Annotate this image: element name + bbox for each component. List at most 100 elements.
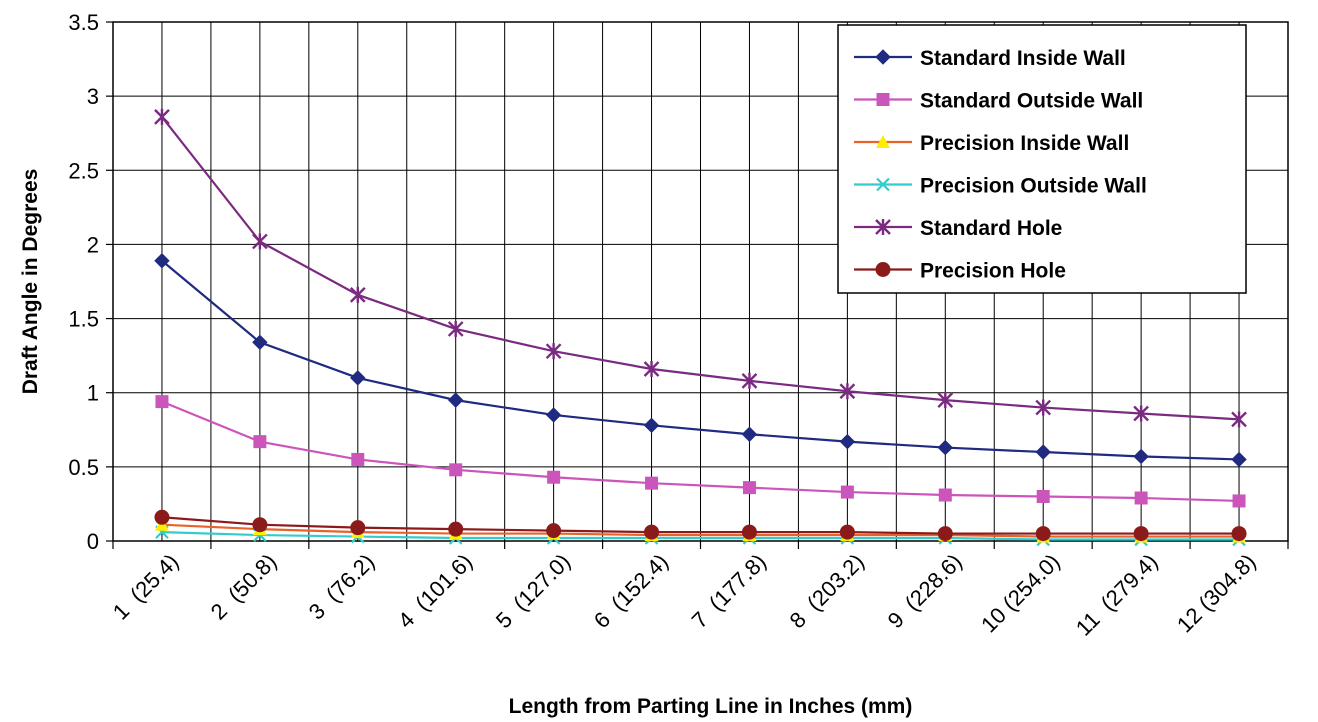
diamond-marker (154, 253, 170, 269)
star-marker (447, 320, 464, 337)
legend-label: Precision Inside Wall (920, 132, 1129, 155)
series-standard-hole (154, 108, 1247, 428)
x-tick-label: 8 (203.2) (785, 549, 869, 633)
diamond-marker (350, 370, 366, 386)
square-marker (253, 435, 267, 449)
x-tick-label: 10 (254.0) (976, 549, 1065, 638)
x-tick-label: 12 (304.8) (1172, 549, 1261, 638)
y-tick-label: 1 (87, 381, 99, 406)
legend-entry: Precision Hole (854, 260, 1066, 283)
star-marker (875, 219, 891, 235)
x-tick-label: 9 (228.6) (883, 549, 967, 633)
square-marker (1036, 490, 1050, 504)
x-tick-label: 7 (177.8) (687, 549, 771, 633)
series-line (161, 259, 1240, 461)
legend-label: Precision Outside Wall (920, 175, 1147, 198)
star-marker (1231, 411, 1247, 428)
y-tick-label: 0.5 (68, 455, 99, 480)
legend-entry: Precision Outside Wall (854, 175, 1147, 198)
y-tick-label: 0 (87, 529, 99, 554)
legend-box (837, 24, 1247, 294)
square-marker (155, 395, 169, 409)
x-tick-label: 6 (152.4) (589, 549, 673, 633)
star-marker (154, 108, 170, 125)
star-marker (252, 233, 268, 250)
y-tick-label: 3.5 (68, 10, 99, 35)
legend-entry: Standard Outside Wall (854, 90, 1143, 113)
circle-marker (1231, 526, 1247, 542)
x-tick-label: 5 (127.0) (491, 549, 575, 633)
circle-marker (839, 524, 855, 540)
square-marker (742, 481, 756, 495)
star-marker (643, 360, 660, 377)
series-standard-outside-wall (155, 395, 1246, 508)
star-marker (741, 372, 758, 389)
square-marker (840, 485, 854, 499)
star-marker (1133, 405, 1149, 422)
legend-label: Standard Inside Wall (920, 47, 1126, 70)
diamond-marker (252, 334, 268, 351)
diamond-marker (741, 426, 758, 442)
circle-marker (875, 262, 891, 277)
square-marker (1232, 494, 1246, 508)
y-tick-label: 3 (87, 84, 99, 109)
diamond-marker (839, 433, 856, 450)
y-axis-title: Draft Angle in Degrees (19, 169, 42, 395)
circle-marker (350, 520, 366, 536)
diamond-marker (1133, 448, 1149, 465)
diamond-marker (1035, 444, 1051, 460)
circle-marker (1133, 526, 1149, 542)
square-marker (876, 93, 890, 106)
series-line (161, 531, 1240, 541)
star-marker (349, 286, 366, 303)
x-tick-label: 3 (76.2) (304, 549, 380, 625)
plot-area-frame (112, 21, 1289, 542)
legend-entry: Precision Inside Wall (854, 132, 1129, 155)
x-axis-title: Length from Parting Line in Inches (mm) (509, 695, 913, 718)
x-tick-label: 4 (101.6) (393, 549, 477, 633)
square-marker (449, 463, 463, 477)
triangle-marker (876, 135, 890, 148)
circle-marker (1035, 526, 1051, 542)
legend-label: Standard Hole (920, 217, 1062, 240)
circle-marker (154, 509, 170, 525)
y-tick-label: 1.5 (68, 307, 99, 332)
square-marker (1134, 491, 1148, 505)
circle-marker (546, 523, 562, 539)
x-tick-label: 2 (50.8) (206, 549, 282, 625)
series-line (161, 523, 1240, 538)
y-axis-ticks: 0 0.5 1 1.5 2 2.5 3 3.5 (68, 10, 99, 554)
star-marker (545, 343, 562, 360)
square-marker (547, 470, 561, 484)
circle-marker (252, 517, 268, 533)
diamond-marker (875, 49, 891, 65)
diamond-marker (1231, 451, 1247, 468)
series-line (161, 516, 1240, 535)
y-tick-label: 2.5 (68, 158, 99, 183)
circle-marker (644, 524, 660, 540)
diamond-marker (448, 392, 464, 408)
series-lines (154, 108, 1247, 547)
legend-entry: Standard Inside Wall (854, 47, 1126, 70)
legend-label: Standard Outside Wall (920, 90, 1143, 113)
legend-entry: Standard Hole (854, 217, 1062, 240)
diamond-marker (545, 407, 562, 423)
series-line (161, 116, 1240, 421)
series-line (161, 400, 1240, 503)
legend: Standard Inside Wall Standard Outside Wal… (837, 24, 1247, 294)
x-marker (876, 177, 890, 192)
square-marker (351, 452, 365, 466)
series-precision-hole (154, 509, 1247, 542)
legend-label: Precision Hole (920, 260, 1066, 283)
y-tick-label: 2 (87, 232, 99, 257)
series-standard-inside-wall (154, 253, 1247, 468)
x-tick-label: 1 (25.4) (108, 549, 184, 625)
star-marker (1035, 399, 1052, 416)
x-tick-label: 11 (279.4) (1071, 549, 1163, 641)
circle-marker (448, 521, 464, 537)
star-marker (839, 383, 856, 400)
square-marker (938, 488, 952, 502)
circle-marker (937, 526, 953, 542)
x-axis-ticks: 1 (25.4) 2 (50.8) 3 (76.2) 4 (101.6) 5 (127.… (108, 549, 1261, 641)
